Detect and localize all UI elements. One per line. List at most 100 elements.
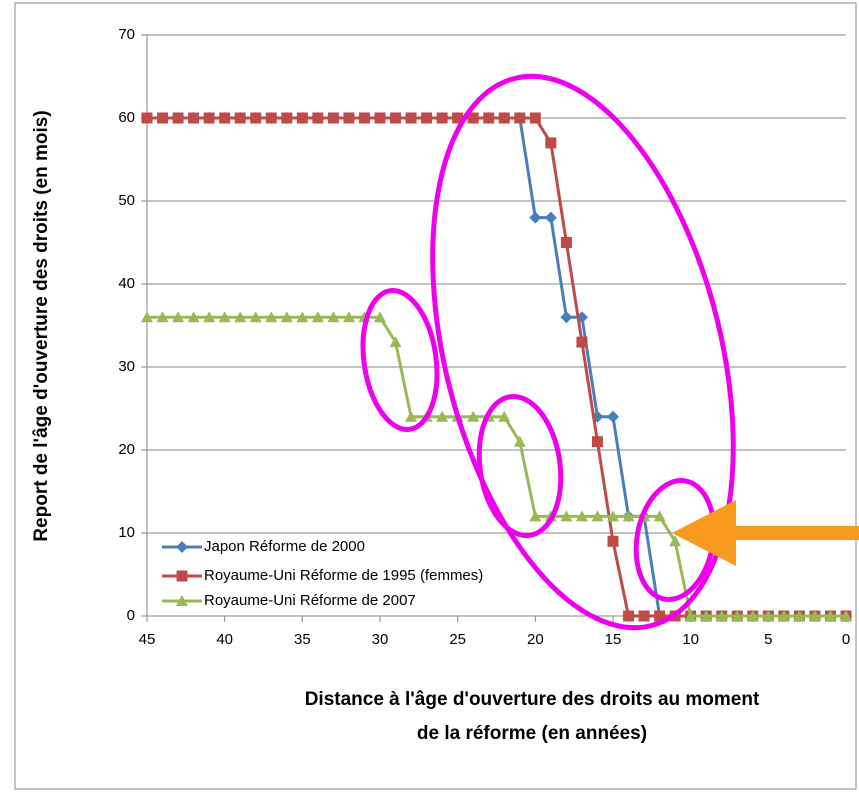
x-tick-label: 15 [605,631,622,648]
marker [327,112,339,124]
legend-label: Royaume-Uni Réforme de 1995 (femmes) [204,567,483,584]
legend-marker [176,595,188,606]
marker [840,610,852,621]
marker [157,112,169,124]
marker [669,535,682,547]
arrow-head [672,500,736,566]
marker [498,410,511,422]
marker [483,112,495,124]
marker [405,410,418,422]
marker [591,510,604,522]
marker [311,311,324,323]
marker [498,112,510,124]
marker [342,311,355,323]
marker [684,610,697,621]
marker [374,311,386,323]
legend-label: Japon Réforme de 2000 [204,538,365,555]
marker [777,610,790,621]
marker [591,436,603,448]
marker [607,410,619,423]
y-tick-label: 0 [127,607,135,624]
marker [544,211,557,224]
marker [746,610,759,621]
marker [653,510,666,522]
marker [560,510,573,522]
x-tick-label: 10 [682,631,699,648]
marker [529,112,541,124]
y-tick-label: 10 [118,524,135,541]
x-tick-label: 0 [842,631,850,648]
annotations [360,73,736,631]
y-tick-label: 20 [118,441,135,458]
marker [203,112,215,124]
marker [327,311,340,323]
marker [623,610,635,622]
marker [529,510,542,522]
marker [808,610,821,621]
marker [358,112,370,124]
marker [824,610,837,621]
x-tick-label: 45 [139,631,156,648]
marker [575,510,588,522]
x-tick-label: 30 [372,631,389,648]
marker [638,610,650,622]
marker [265,112,277,124]
marker [141,311,153,323]
marker [715,610,728,621]
marker [172,311,185,323]
highlight-ellipse [360,288,440,432]
arrow-shaft [722,526,859,540]
marker [560,311,573,324]
marker [249,311,262,323]
marker [405,112,417,124]
marker [203,311,216,323]
marker [560,237,572,248]
y-tick-label: 60 [118,109,135,126]
marker [188,112,200,124]
x-tick-label: 5 [764,631,772,648]
marker [219,112,231,124]
marker [607,535,619,547]
x-tick-label: 35 [294,631,311,648]
marker [421,112,433,124]
y-tick-label: 30 [118,358,135,375]
marker [296,112,308,124]
marker [654,610,666,622]
series-line [147,315,846,618]
marker [622,510,635,522]
marker [281,112,293,124]
marker [731,610,744,621]
marker [576,336,588,348]
marker [280,311,293,323]
marker [700,610,713,621]
legend-label: Royaume-Uni Réforme de 2007 [204,592,416,609]
marker [312,112,324,124]
marker [141,112,153,124]
highlight-ellipse [476,393,564,539]
marker [234,311,247,323]
marker [234,112,246,124]
marker [793,610,806,621]
marker [374,112,386,124]
marker [172,112,184,124]
x-axis-title: de la réforme (en années) [417,723,647,744]
marker [607,510,619,522]
x-tick-label: 20 [527,631,544,648]
marker [343,112,355,124]
marker [514,112,526,124]
marker [467,112,479,124]
marker [218,311,231,323]
marker [436,112,448,124]
legend-marker [176,570,188,582]
marker [436,410,449,422]
y-axis-title: Report de l'âge d'ouverture des droits (… [31,110,52,541]
marker [467,410,480,422]
marker [156,311,169,323]
x-tick-label: 40 [216,631,233,648]
marker [762,610,775,621]
y-tick-label: 50 [118,192,135,209]
y-tick-label: 70 [118,26,135,43]
marker [390,112,402,124]
